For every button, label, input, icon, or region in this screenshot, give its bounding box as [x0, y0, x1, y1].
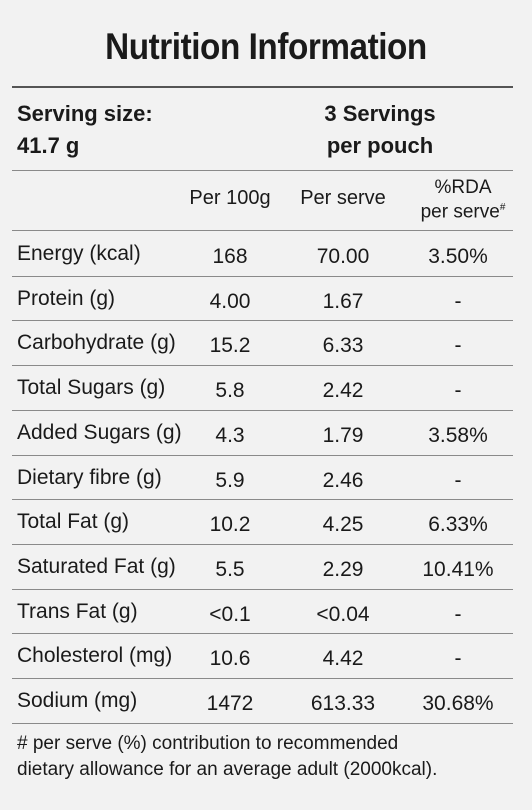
serving-size-value: 41.7 g	[17, 133, 80, 158]
rda-value: 6.33%	[428, 513, 488, 536]
nutrient-name: Sodium (mg)	[17, 689, 138, 712]
per100-value: 4.00	[209, 290, 251, 313]
rda-value: 30.68%	[422, 692, 494, 715]
perserve-value: <0.04	[316, 603, 370, 626]
nutrient-name: Dietary fibre (g)	[17, 466, 162, 489]
nutrient-name: Protein (g)	[17, 287, 116, 310]
per100-value: 168	[212, 245, 248, 268]
table-row: Total Sugars (g) 5.8 2.42 -	[0, 365, 532, 410]
rda-value: 10.41%	[422, 558, 494, 581]
servings-line2: per pouch	[326, 133, 434, 158]
table-row: Cholesterol (mg) 10.6 4.42 -	[0, 633, 532, 678]
nutrient-name: Carbohydrate (g)	[17, 331, 176, 354]
serving-size: Serving size: 41.7 g	[17, 98, 153, 162]
row-divider	[12, 410, 513, 411]
nutrient-name: Added Sugars (g)	[17, 421, 182, 444]
page-title: Nutrition Information	[105, 26, 427, 67]
row-divider	[12, 499, 513, 500]
perserve-value: 2.29	[322, 558, 364, 581]
row-divider	[12, 678, 513, 679]
header-rda: %RDA per serve#	[408, 178, 518, 222]
row-divider	[12, 633, 513, 634]
perserve-value: 6.33	[322, 334, 364, 357]
divider	[12, 86, 513, 88]
perserve-value: 4.42	[322, 647, 364, 670]
nutrient-name: Total Sugars (g)	[17, 376, 166, 399]
per100-value: 15.2	[209, 334, 251, 357]
table-row: Carbohydrate (g) 15.2 6.33 -	[0, 320, 532, 365]
rda-value: 3.58%	[428, 424, 488, 447]
header-per100: Per 100g	[189, 187, 271, 209]
divider	[12, 170, 513, 171]
perserve-value: 4.25	[322, 513, 364, 536]
perserve-value: 1.67	[322, 290, 364, 313]
rda-value: 3.50%	[428, 245, 488, 268]
table-row: Energy (kcal) 168 70.00 3.50%	[0, 231, 532, 276]
nutrient-name: Trans Fat (g)	[17, 600, 138, 623]
row-divider	[12, 723, 513, 724]
row-divider	[12, 365, 513, 366]
rda-value: -	[454, 379, 462, 402]
table-row: Protein (g) 4.00 1.67 -	[0, 276, 532, 321]
row-divider	[12, 544, 513, 545]
header-rda-line2: per serve#	[408, 198, 518, 222]
table-row: Sodium (mg) 1472 613.33 30.68%	[0, 678, 532, 723]
perserve-value: 2.46	[322, 469, 364, 492]
perserve-value: 2.42	[322, 379, 364, 402]
perserve-value: 613.33	[310, 692, 376, 715]
table-row: Added Sugars (g) 4.3 1.79 3.58%	[0, 410, 532, 455]
table-row: Saturated Fat (g) 5.5 2.29 10.41%	[0, 544, 532, 589]
header-rda-mark: #	[499, 202, 506, 213]
rda-value: -	[454, 469, 462, 492]
nutrient-name: Saturated Fat (g)	[17, 555, 176, 578]
nutrient-name: Cholesterol (mg)	[17, 644, 173, 667]
per100-value: <0.1	[209, 603, 251, 626]
per100-value: 10.6	[209, 647, 251, 670]
perserve-value: 70.00	[316, 245, 370, 268]
table-row: Dietary fibre (g) 5.9 2.46 -	[0, 455, 532, 500]
servings-per-pouch: 3 Servings per pouch	[280, 98, 480, 162]
per100-value: 5.8	[215, 379, 245, 402]
header-rda-line2-text: per serve	[420, 201, 500, 223]
footnote-line2: dietary allowance for an average adult (…	[17, 759, 438, 780]
table-row: Trans Fat (g) <0.1 <0.04 -	[0, 589, 532, 634]
header-rda-line1: %RDA	[434, 177, 492, 198]
rda-value: -	[454, 290, 462, 313]
row-divider	[12, 589, 513, 590]
rda-value: -	[454, 603, 462, 626]
per100-value: 5.9	[215, 469, 245, 492]
row-divider	[12, 320, 513, 321]
table-row: Total Fat (g) 10.2 4.25 6.33%	[0, 499, 532, 544]
per100-value: 4.3	[215, 424, 245, 447]
footnote-line1: # per serve (%) contribution to recommen…	[17, 733, 399, 754]
servings-line1: 3 Servings	[324, 101, 436, 126]
row-divider	[12, 276, 513, 277]
nutrient-name: Energy (kcal)	[17, 242, 141, 265]
per100-value: 1472	[206, 692, 254, 715]
row-divider	[12, 455, 513, 456]
perserve-value: 1.79	[322, 424, 364, 447]
divider	[12, 230, 513, 231]
per100-value: 5.5	[215, 558, 245, 581]
nutrient-name: Total Fat (g)	[17, 510, 130, 533]
footnote: # per serve (%) contribution to recommen…	[17, 731, 517, 783]
serving-size-label: Serving size:	[17, 101, 153, 126]
rda-value: -	[454, 647, 462, 670]
header-perserve: Per serve	[300, 187, 386, 209]
rda-value: -	[454, 334, 462, 357]
per100-value: 10.2	[209, 513, 251, 536]
